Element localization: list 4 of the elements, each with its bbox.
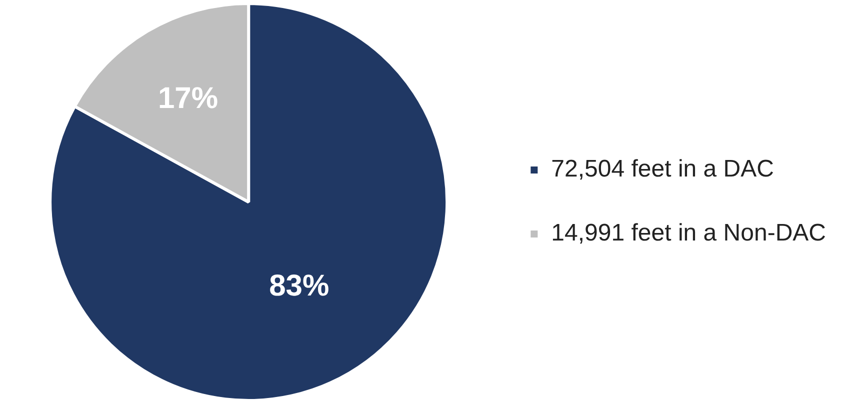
legend-label: 14,991 feet in a Non-DAC xyxy=(551,220,826,247)
legend-label: 72,504 feet in a DAC xyxy=(551,156,774,183)
data-label: 17% xyxy=(158,82,218,115)
data-label: 83% xyxy=(269,270,330,303)
